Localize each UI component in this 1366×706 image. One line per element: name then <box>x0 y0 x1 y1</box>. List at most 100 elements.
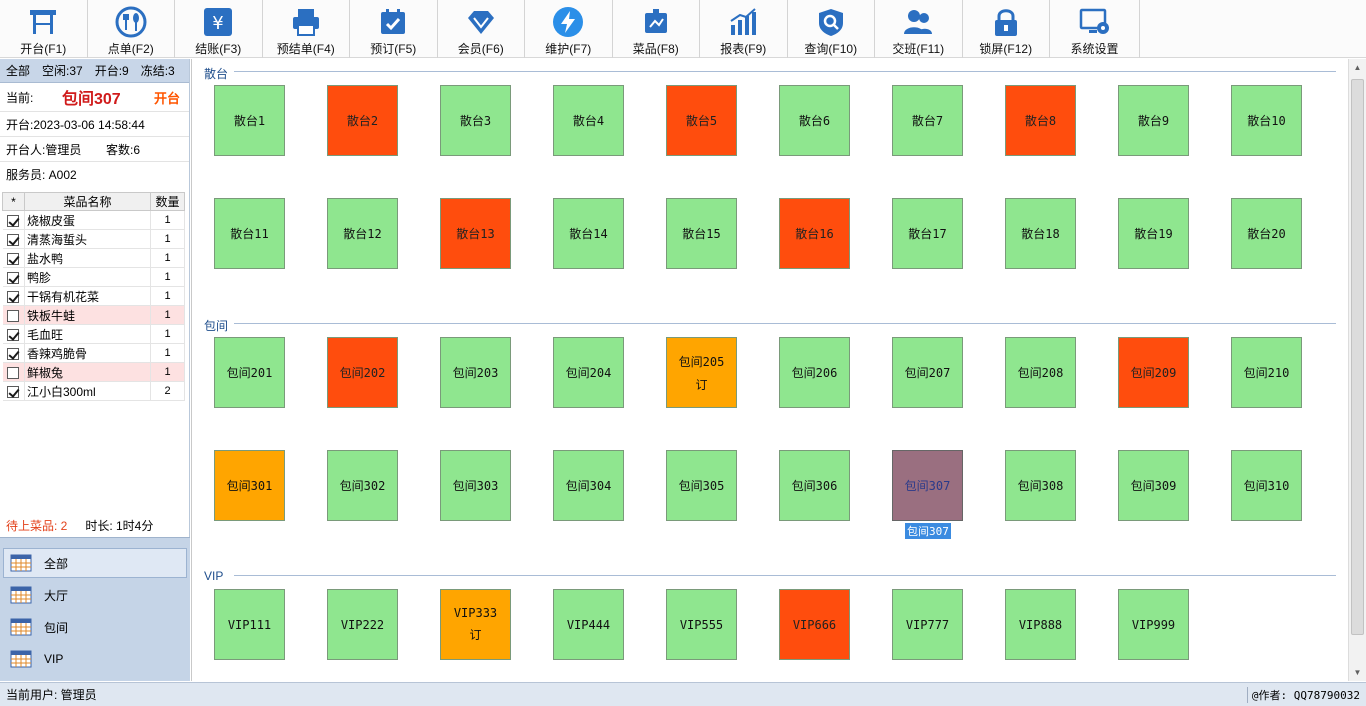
table-tile[interactable]: 散台6 <box>779 85 850 156</box>
table-tile[interactable]: 包间207 <box>892 337 963 408</box>
table-tile[interactable]: 包间208 <box>1005 337 1076 408</box>
toolbar-button-calendar[interactable]: 预订(F5) <box>350 0 438 58</box>
table-tile[interactable]: 散台18 <box>1005 198 1076 269</box>
table-tile[interactable]: 包间301 <box>214 450 285 521</box>
area-item-2[interactable]: 包间 <box>3 612 187 642</box>
table-tile[interactable]: VIP777 <box>892 589 963 660</box>
toolbar-button-printer[interactable]: 预结单(F4) <box>263 0 350 58</box>
dish-check-cell[interactable] <box>2 305 25 325</box>
table-tile[interactable]: 散台19 <box>1118 198 1189 269</box>
col-dish-name[interactable]: 菜品名称 <box>24 192 151 211</box>
table-tile[interactable]: 散台1 <box>214 85 285 156</box>
table-tile[interactable]: VIP444 <box>553 589 624 660</box>
table-tile[interactable]: VIP999 <box>1118 589 1189 660</box>
dish-checkbox[interactable] <box>7 366 20 379</box>
table-tile[interactable]: 包间305 <box>666 450 737 521</box>
table-tile[interactable]: 包间302 <box>327 450 398 521</box>
dish-checkbox[interactable] <box>7 252 20 265</box>
dish-check-cell[interactable] <box>2 210 25 230</box>
table-tile[interactable]: 包间209 <box>1118 337 1189 408</box>
toolbar-button-yuan[interactable]: ¥ 结账(F3) <box>175 0 263 58</box>
dish-check-cell[interactable] <box>2 324 25 344</box>
toolbar-button-settings-monitor[interactable]: 系统设置 <box>1050 0 1140 58</box>
dish-row[interactable]: 干锅有机花菜 1 <box>2 286 185 306</box>
col-check[interactable]: * <box>2 192 25 211</box>
col-qty[interactable]: 数量 <box>150 192 185 211</box>
toolbar-button-search[interactable]: 查询(F10) <box>788 0 875 58</box>
table-tile[interactable]: 散台13 <box>440 198 511 269</box>
table-tile[interactable]: VIP666 <box>779 589 850 660</box>
table-tile[interactable]: 包间203 <box>440 337 511 408</box>
toolbar-button-dining[interactable]: 点单(F2) <box>88 0 175 58</box>
table-tile[interactable]: 散台10 <box>1231 85 1302 156</box>
dish-checkbox[interactable] <box>7 214 20 227</box>
toolbar-button-lightning[interactable]: 维护(F7) <box>525 0 613 58</box>
toolbar-button-users[interactable]: 交班(F11) <box>875 0 963 58</box>
dish-row[interactable]: 鸭胗 1 <box>2 267 185 287</box>
table-tile[interactable]: 包间306 <box>779 450 850 521</box>
toolbar-button-chart[interactable]: 报表(F9) <box>700 0 788 58</box>
table-tile[interactable]: 散台7 <box>892 85 963 156</box>
vertical-scrollbar[interactable]: ▲ ▼ <box>1348 59 1366 681</box>
table-tile[interactable]: 散台9 <box>1118 85 1189 156</box>
table-tile[interactable]: 包间307 <box>892 450 963 521</box>
area-item-1[interactable]: 大厅 <box>3 580 187 610</box>
table-tile[interactable]: 包间304 <box>553 450 624 521</box>
table-tile[interactable]: 包间310 <box>1231 450 1302 521</box>
dish-row[interactable]: 鲜椒兔 1 <box>2 362 185 382</box>
table-tile[interactable]: 包间309 <box>1118 450 1189 521</box>
table-tile[interactable]: 散台14 <box>553 198 624 269</box>
toolbar-button-lock[interactable]: 锁屏(F12) <box>963 0 1050 58</box>
toolbar-button-menu-board[interactable]: 菜品(F8) <box>613 0 700 58</box>
dish-row[interactable]: 烧椒皮蛋 1 <box>2 210 185 230</box>
scroll-thumb[interactable] <box>1351 79 1364 635</box>
dish-check-cell[interactable] <box>2 229 25 249</box>
dish-checkbox[interactable] <box>7 271 20 284</box>
table-tile[interactable]: 包间206 <box>779 337 850 408</box>
dish-check-cell[interactable] <box>2 343 25 363</box>
dish-checkbox[interactable] <box>7 347 20 360</box>
dish-checkbox[interactable] <box>7 290 20 303</box>
dish-row[interactable]: 盐水鸭 1 <box>2 248 185 268</box>
dish-check-cell[interactable] <box>2 286 25 306</box>
dish-row[interactable]: 铁板牛蛙 1 <box>2 305 185 325</box>
table-tile[interactable]: 包间308 <box>1005 450 1076 521</box>
table-tile[interactable]: 散台17 <box>892 198 963 269</box>
table-tile[interactable]: 包间205 订 <box>666 337 737 408</box>
dish-check-cell[interactable] <box>2 248 25 268</box>
dish-row[interactable]: 清蒸海蜇头 1 <box>2 229 185 249</box>
dish-check-cell[interactable] <box>2 381 25 401</box>
toolbar-button-diamond[interactable]: 会员(F6) <box>438 0 525 58</box>
table-tile[interactable]: 散台5 <box>666 85 737 156</box>
dish-checkbox[interactable] <box>7 309 20 322</box>
table-tile[interactable]: VIP555 <box>666 589 737 660</box>
table-tile[interactable]: 包间210 <box>1231 337 1302 408</box>
table-tile[interactable]: 散台3 <box>440 85 511 156</box>
dish-check-cell[interactable] <box>2 362 25 382</box>
table-tile[interactable]: VIP111 <box>214 589 285 660</box>
table-tile[interactable]: 包间204 <box>553 337 624 408</box>
toolbar-button-table[interactable]: 开台(F1) <box>0 0 88 58</box>
table-tile[interactable]: 散台11 <box>214 198 285 269</box>
table-tile[interactable]: 包间303 <box>440 450 511 521</box>
table-tile[interactable]: 散台15 <box>666 198 737 269</box>
table-tile[interactable]: 散台2 <box>327 85 398 156</box>
area-item-0[interactable]: 全部 <box>3 548 187 578</box>
table-tile[interactable]: 散台20 <box>1231 198 1302 269</box>
area-item-3[interactable]: VIP <box>3 644 187 674</box>
scroll-down-icon[interactable]: ▼ <box>1353 668 1362 677</box>
table-tile[interactable]: VIP222 <box>327 589 398 660</box>
dish-checkbox[interactable] <box>7 385 20 398</box>
dish-check-cell[interactable] <box>2 267 25 287</box>
table-tile[interactable]: 散台4 <box>553 85 624 156</box>
table-tile[interactable]: 散台12 <box>327 198 398 269</box>
table-tile[interactable]: VIP888 <box>1005 589 1076 660</box>
table-tile[interactable]: 包间202 <box>327 337 398 408</box>
dish-row[interactable]: 毛血旺 1 <box>2 324 185 344</box>
dish-checkbox[interactable] <box>7 328 20 341</box>
scroll-up-icon[interactable]: ▲ <box>1353 63 1362 72</box>
table-tile[interactable]: 包间201 <box>214 337 285 408</box>
table-tile[interactable]: 散台16 <box>779 198 850 269</box>
table-tile[interactable]: VIP333 订 <box>440 589 511 660</box>
dish-row[interactable]: 香辣鸡脆骨 1 <box>2 343 185 363</box>
